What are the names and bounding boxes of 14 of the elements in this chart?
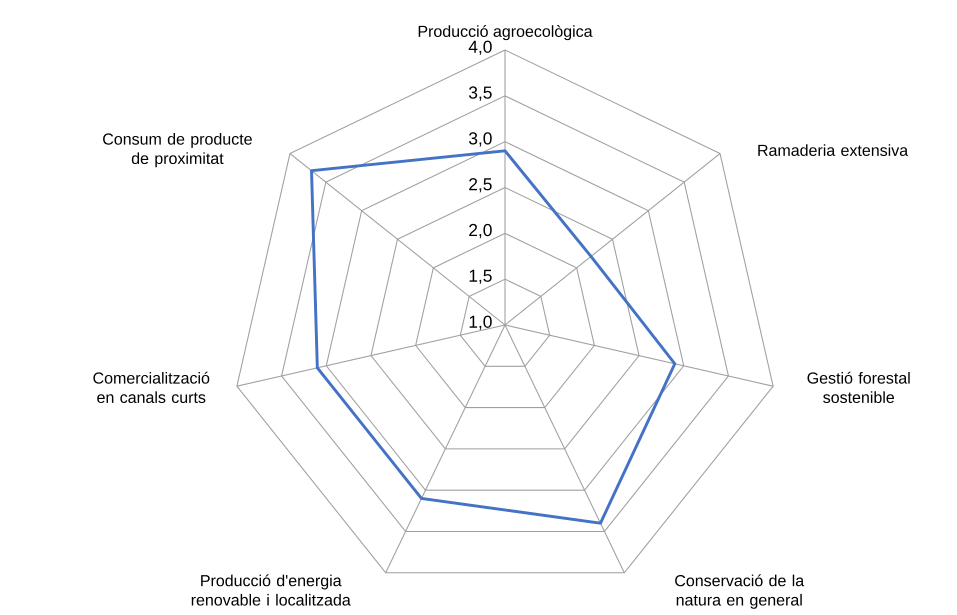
y-tick-label: 1,5 [470,270,492,284]
y-tick-label: 1,0 [470,316,492,330]
spoke-label: Consum de producte de proximitat [103,132,252,168]
spoke-label: Comercialització en canals curts [93,372,210,404]
spoke-label: Producció d'energia renovable i localitzada [192,574,351,606]
spoke-label: Ramaderia extensiva [758,144,908,156]
y-tick-label: 3,0 [468,132,492,147]
y-tick-label: 4,0 [468,40,492,55]
spoke-label: Conservació de la natura en general [675,574,804,609]
y-tick-label: 2,0 [469,224,492,238]
spoke-label: Gestió forestal sostenible [808,372,910,404]
spoke-label: Producció agroecològica [418,25,593,40]
y-tick-label: 2,5 [469,178,492,192]
y-tick-label: 3,5 [468,86,492,101]
